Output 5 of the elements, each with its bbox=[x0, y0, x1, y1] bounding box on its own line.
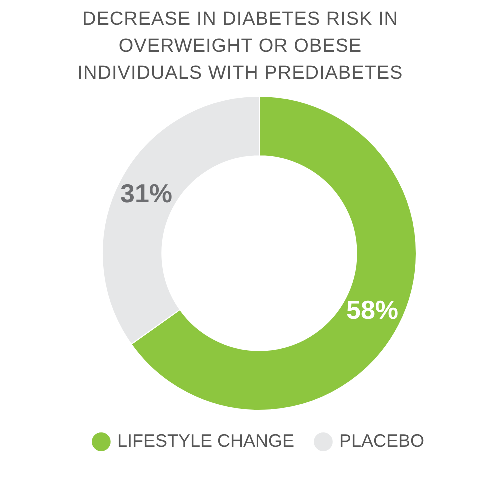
data-label: 31% bbox=[120, 178, 173, 208]
legend-label: LIFESTYLE CHANGE bbox=[117, 430, 295, 451]
legend-label: PLACEBO bbox=[340, 430, 425, 451]
data-label: 58% bbox=[346, 295, 399, 326]
chart-title: DECREASE IN DIABETES RISK IN OVERWEIGHT OR OBESE INDIVIDUALS WITH PREDIABETES bbox=[76, 8, 404, 86]
